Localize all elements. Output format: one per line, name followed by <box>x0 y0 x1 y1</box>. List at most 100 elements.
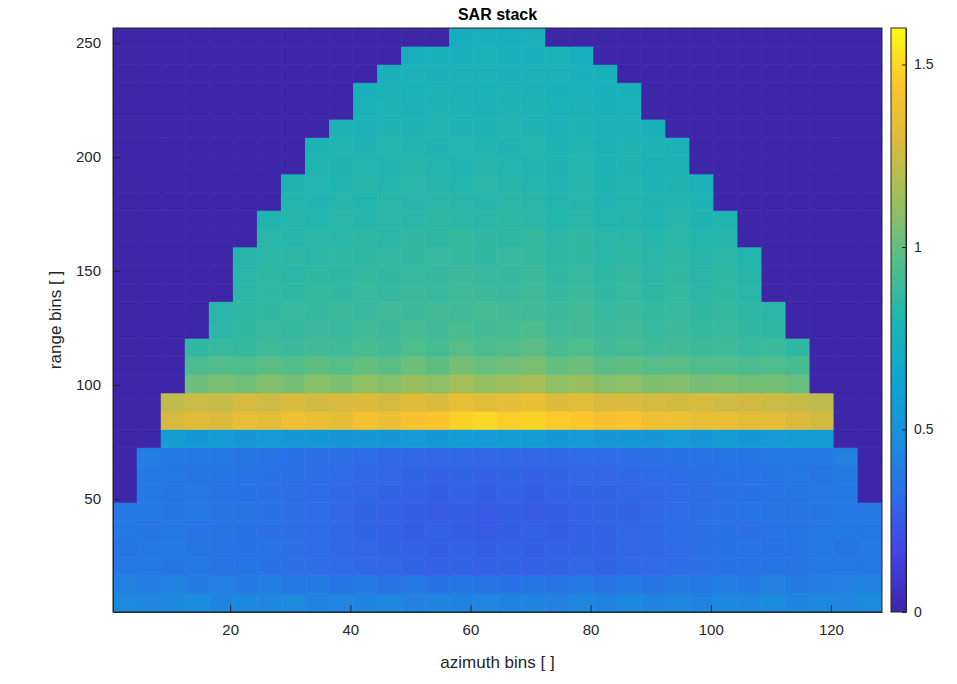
cell <box>570 430 594 448</box>
cell <box>546 302 570 320</box>
cell <box>570 156 594 174</box>
cell <box>666 539 690 557</box>
cell <box>329 411 353 429</box>
cell <box>161 156 185 174</box>
cell <box>305 83 329 101</box>
cell <box>498 503 522 521</box>
cell <box>329 576 353 594</box>
cell <box>401 521 425 539</box>
cell <box>834 229 858 247</box>
cell <box>161 101 185 119</box>
cell <box>329 229 353 247</box>
cell <box>473 466 497 484</box>
cell <box>858 557 882 575</box>
cell <box>185 46 209 64</box>
cell <box>377 576 401 594</box>
cell <box>113 211 137 229</box>
cell <box>690 28 714 46</box>
cell <box>642 28 666 46</box>
cell <box>305 247 329 265</box>
cell <box>690 229 714 247</box>
cell <box>738 156 762 174</box>
cell <box>233 338 257 356</box>
cell <box>858 156 882 174</box>
tick: 120 <box>819 605 844 638</box>
cell <box>570 265 594 283</box>
cell <box>137 430 161 448</box>
cell <box>305 393 329 411</box>
cell <box>113 229 137 247</box>
cell <box>353 357 377 375</box>
cell <box>738 138 762 156</box>
cell <box>618 539 642 557</box>
cell <box>666 576 690 594</box>
tick: 0 <box>902 604 922 620</box>
cell <box>690 101 714 119</box>
cell <box>401 357 425 375</box>
cell <box>329 521 353 539</box>
cell <box>377 375 401 393</box>
cell <box>570 83 594 101</box>
cell <box>353 594 377 612</box>
cell <box>762 83 786 101</box>
cell <box>834 521 858 539</box>
cell <box>858 430 882 448</box>
cell <box>594 448 618 466</box>
cell <box>786 557 810 575</box>
cell <box>353 484 377 502</box>
cell <box>642 320 666 338</box>
axis: 20406080100120 <box>114 605 883 638</box>
cell <box>449 539 473 557</box>
cell <box>546 448 570 466</box>
cell <box>161 192 185 210</box>
cell <box>281 247 305 265</box>
cell <box>425 557 449 575</box>
cell <box>834 174 858 192</box>
cell <box>642 503 666 521</box>
cell <box>714 503 738 521</box>
cell <box>209 247 233 265</box>
cell <box>618 101 642 119</box>
cell <box>185 229 209 247</box>
cell <box>690 320 714 338</box>
cell <box>618 594 642 612</box>
cell <box>762 521 786 539</box>
cell <box>618 557 642 575</box>
cell <box>401 46 425 64</box>
cell <box>257 138 281 156</box>
cell <box>137 503 161 521</box>
cell <box>281 557 305 575</box>
cell <box>425 539 449 557</box>
cell <box>137 320 161 338</box>
cell <box>281 174 305 192</box>
cell <box>714 430 738 448</box>
cell <box>546 576 570 594</box>
cell <box>858 174 882 192</box>
cell <box>714 357 738 375</box>
cell <box>257 247 281 265</box>
cell <box>762 557 786 575</box>
cell <box>690 484 714 502</box>
cell <box>738 192 762 210</box>
cell <box>161 338 185 356</box>
cell <box>161 466 185 484</box>
cell <box>161 138 185 156</box>
cell <box>185 101 209 119</box>
cell <box>473 65 497 83</box>
cell <box>329 156 353 174</box>
cell <box>714 65 738 83</box>
cell <box>810 521 834 539</box>
cell <box>666 211 690 229</box>
cell <box>786 576 810 594</box>
cell <box>137 192 161 210</box>
cell <box>473 594 497 612</box>
cell <box>570 375 594 393</box>
cell <box>473 338 497 356</box>
cell <box>233 484 257 502</box>
cell <box>786 101 810 119</box>
cell <box>786 521 810 539</box>
cell <box>546 156 570 174</box>
cell <box>377 119 401 137</box>
cell <box>666 557 690 575</box>
cell <box>858 375 882 393</box>
